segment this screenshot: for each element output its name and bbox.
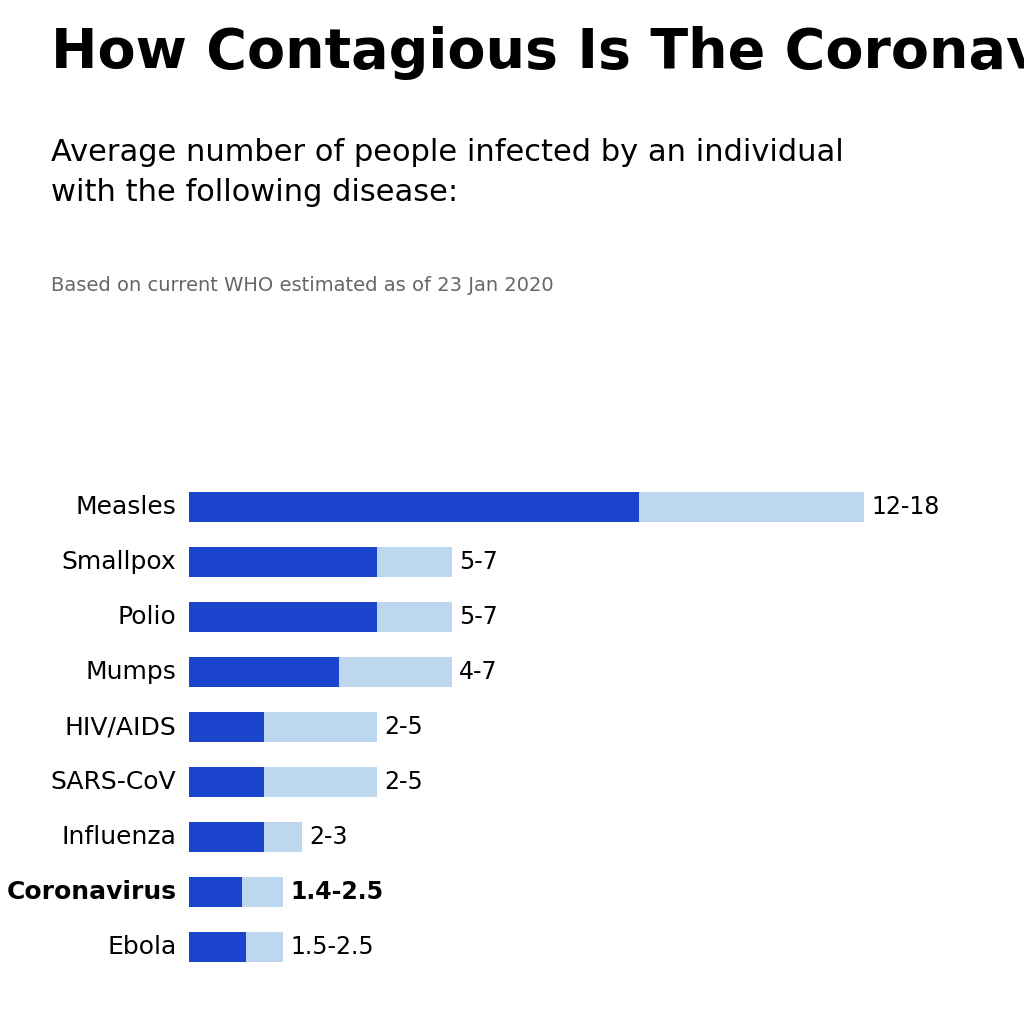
Text: 5-7: 5-7 <box>459 550 498 573</box>
Text: Measles: Measles <box>76 495 176 519</box>
Text: 12-18: 12-18 <box>871 495 940 519</box>
Text: Mumps: Mumps <box>85 660 176 684</box>
Text: Ebola: Ebola <box>108 935 176 959</box>
Bar <box>189 767 264 798</box>
Bar <box>264 767 377 798</box>
Text: 1.4-2.5: 1.4-2.5 <box>291 881 384 904</box>
Bar <box>189 656 339 687</box>
Bar <box>377 547 452 577</box>
Bar <box>189 822 264 852</box>
Bar <box>189 932 246 963</box>
Bar <box>242 878 283 907</box>
Bar <box>189 712 264 742</box>
Text: 1.5-2.5: 1.5-2.5 <box>291 935 374 959</box>
Bar <box>189 492 639 522</box>
Text: 2-5: 2-5 <box>384 715 423 739</box>
Text: 2-5: 2-5 <box>384 770 423 794</box>
Bar <box>639 492 864 522</box>
Text: 4-7: 4-7 <box>459 660 498 684</box>
Text: HIV/AIDS: HIV/AIDS <box>65 715 176 739</box>
Text: How Contagious Is The Coronavirus?: How Contagious Is The Coronavirus? <box>51 26 1024 80</box>
Bar <box>264 822 302 852</box>
Text: 2-3: 2-3 <box>309 825 348 849</box>
Bar <box>189 602 377 632</box>
Bar <box>339 656 452 687</box>
Text: Based on current WHO estimated as of 23 Jan 2020: Based on current WHO estimated as of 23 … <box>51 276 554 296</box>
Text: Influenza: Influenza <box>61 825 176 849</box>
Bar <box>189 547 377 577</box>
Text: 5-7: 5-7 <box>459 605 498 629</box>
Text: Coronavirus: Coronavirus <box>6 881 176 904</box>
Bar <box>246 932 283 963</box>
Bar <box>189 878 242 907</box>
Text: Average number of people infected by an individual
with the following disease:: Average number of people infected by an … <box>51 138 844 207</box>
Bar <box>377 602 452 632</box>
Bar <box>264 712 377 742</box>
Text: SARS-CoV: SARS-CoV <box>51 770 176 794</box>
Text: Smallpox: Smallpox <box>61 550 176 573</box>
Text: Polio: Polio <box>118 605 176 629</box>
